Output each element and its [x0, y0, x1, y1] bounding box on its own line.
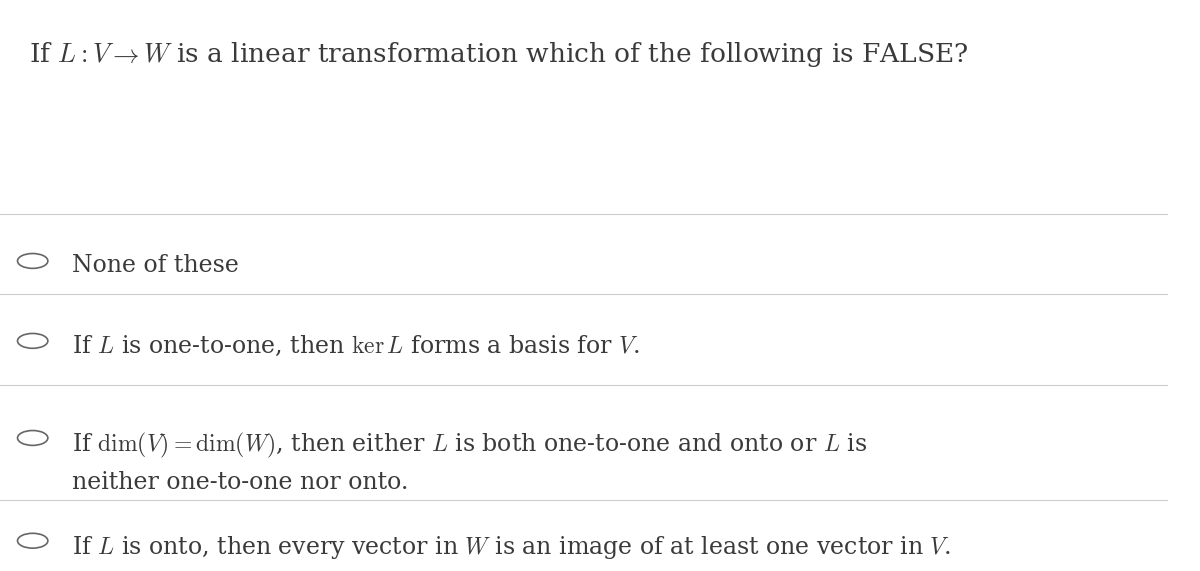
- Text: If $L : V \rightarrow W$ is a linear transformation which of the following is FA: If $L : V \rightarrow W$ is a linear tra…: [29, 40, 968, 69]
- Text: If $L$ is one-to-one, then $\ker L$ forms a basis for $V$.: If $L$ is one-to-one, then $\ker L$ form…: [72, 334, 640, 358]
- Text: If $\dim(V) = \dim(W)$, then either $L$ is both one-to-one and onto or $L$ is
ne: If $\dim(V) = \dim(W)$, then either $L$ …: [72, 431, 868, 494]
- Text: None of these: None of these: [72, 254, 239, 277]
- Text: If $L$ is onto, then every vector in $W$ is an image of at least one vector in $: If $L$ is onto, then every vector in $W$…: [72, 534, 952, 561]
